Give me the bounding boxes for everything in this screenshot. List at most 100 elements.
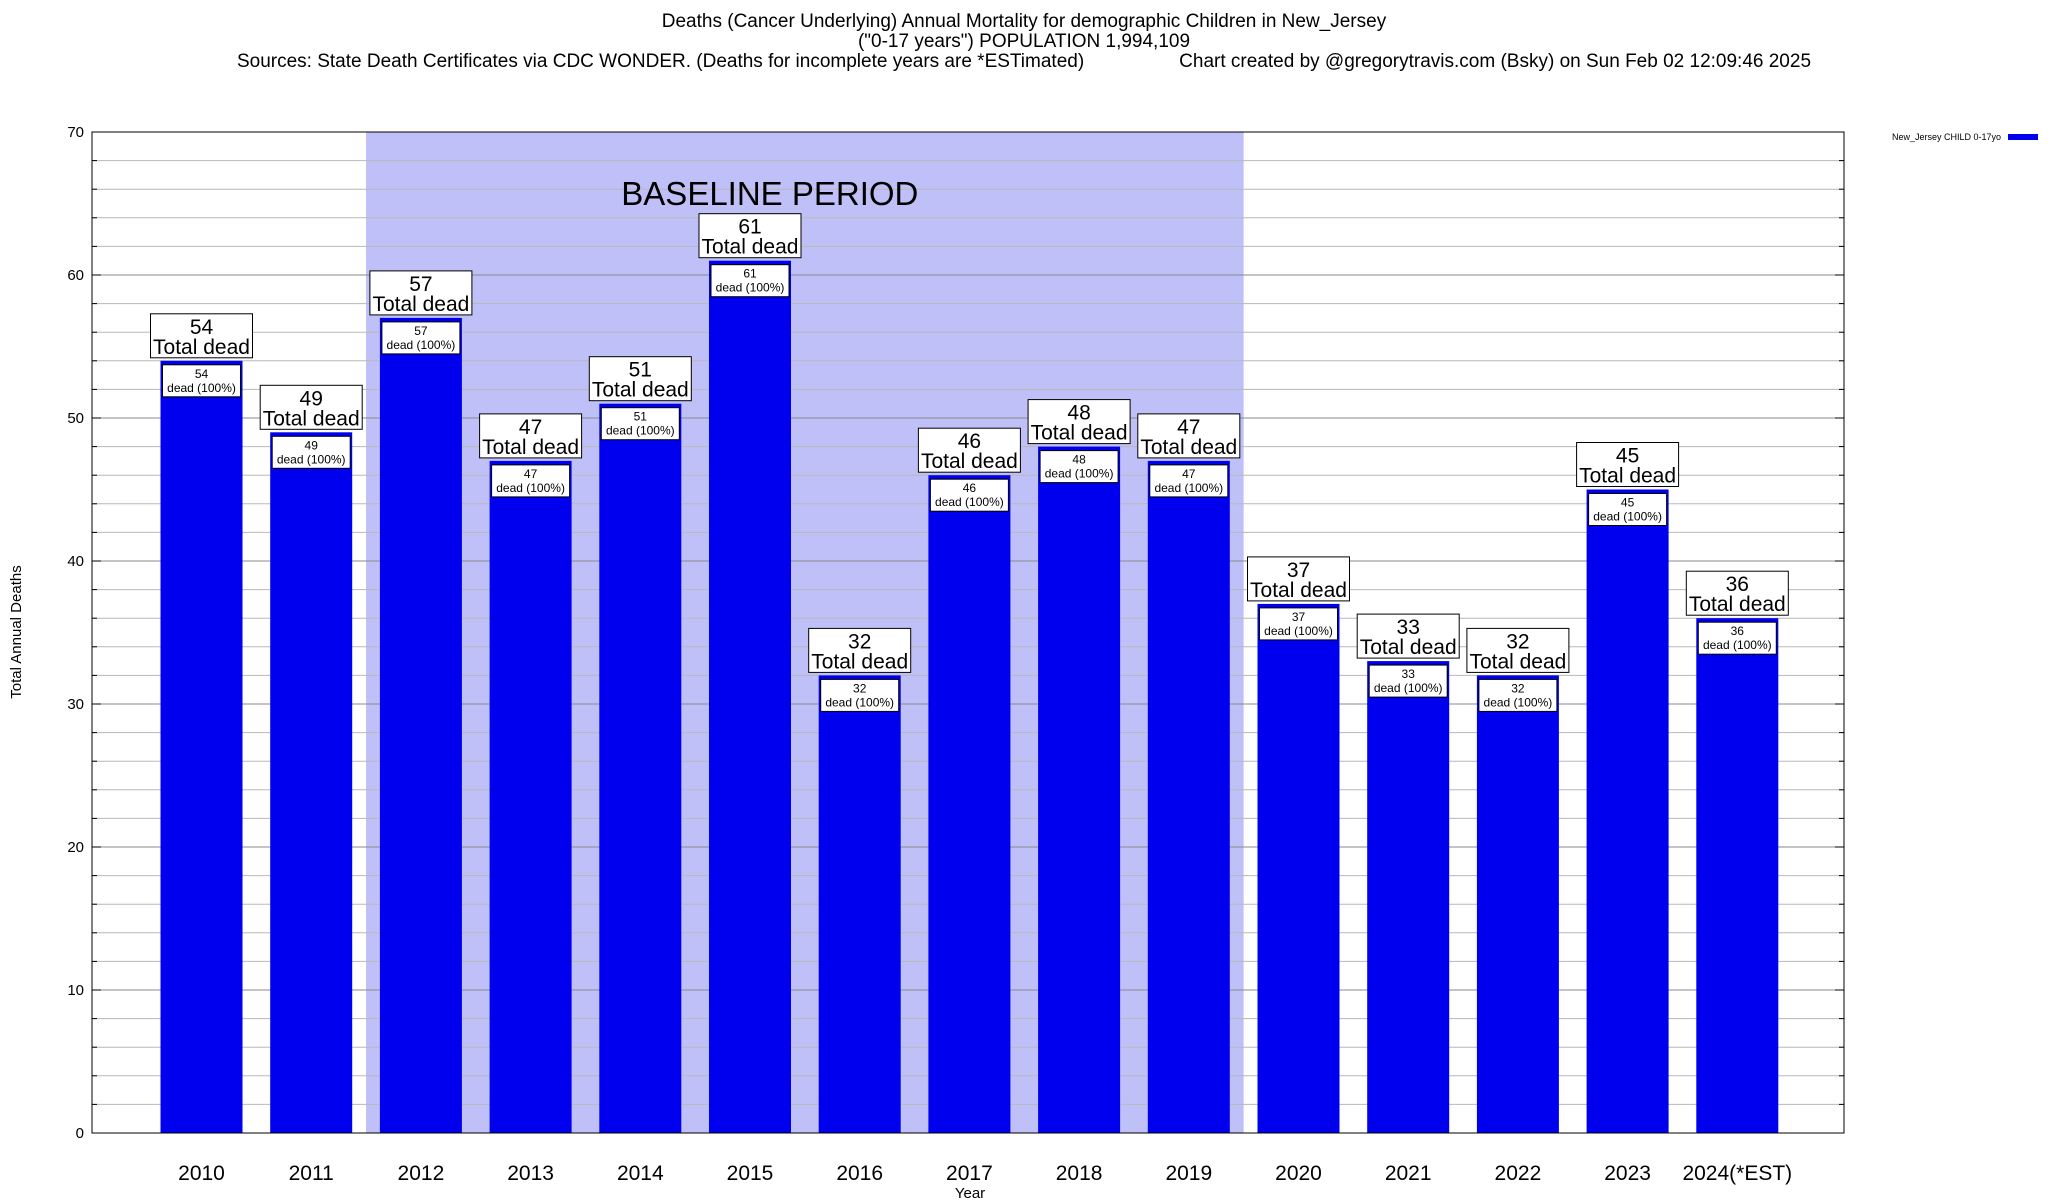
bar-inner-value-label: 45: [1621, 496, 1635, 510]
y-tick-label: 30: [67, 696, 84, 713]
bar-top-label-box: [698, 213, 802, 259]
bar-top-value-label: 61: [738, 216, 761, 239]
bar-top-label-box: [1466, 627, 1570, 673]
bar: [160, 360, 243, 1133]
bar: [1696, 618, 1779, 1133]
bar-top-total-label: Total dead: [1469, 650, 1566, 673]
bar-top-label-box: [1027, 399, 1131, 445]
y-tick-label: 40: [67, 553, 84, 570]
bar-top-total-label: Total dead: [1031, 422, 1128, 445]
bar-top-value-label: 32: [848, 630, 871, 653]
bar-inner-percent-label: dead (100%): [1045, 467, 1114, 481]
bar-top-value-label: 37: [1287, 559, 1310, 582]
bar-inner-value-label: 57: [414, 324, 428, 338]
x-tick-label: 2019: [1165, 1162, 1212, 1185]
bar-top-total-label: Total dead: [921, 450, 1018, 473]
highlight-region-label: BASELINE PERIOD: [621, 175, 918, 212]
bar-inner-value-label: 33: [1402, 667, 1416, 681]
bar: [1586, 489, 1669, 1133]
y-axis-title: Total Annual Deaths: [8, 565, 25, 698]
bar: [1038, 446, 1121, 1134]
bar-top-value-label: 46: [958, 430, 981, 453]
y-tick-label: 60: [67, 267, 84, 284]
x-axis-title: Year: [955, 1185, 985, 1200]
x-tick-label: 2016: [836, 1162, 883, 1185]
bar: [270, 432, 353, 1133]
bar-top-label-box: [1356, 613, 1460, 659]
bar-inner-label-box: [710, 264, 790, 298]
x-tick-label: 2010: [178, 1162, 225, 1185]
bar: [379, 317, 462, 1133]
bar-inner-percent-label: dead (100%): [1264, 624, 1333, 638]
bar-inner-percent-label: dead (100%): [606, 424, 675, 438]
bar-top-total-label: Total dead: [702, 236, 799, 259]
bar-inner-label-box: [271, 435, 351, 469]
bar-inner-label-box: [1149, 464, 1229, 498]
bar-inner-percent-label: dead (100%): [1703, 638, 1772, 652]
bar-top-value-label: 32: [1506, 630, 1529, 653]
bar: [1257, 603, 1340, 1133]
chart-title: Deaths (Cancer Underlying) Annual Mortal…: [661, 11, 1387, 32]
bar-inner-percent-label: dead (100%): [935, 495, 1004, 509]
bar-top-total-label: Total dead: [1689, 593, 1786, 616]
x-tick-label: 2014: [617, 1162, 664, 1185]
chart-subtitle: ("0-17 years") POPULATION 1,994,109: [857, 31, 1191, 52]
y-tick-label: 70: [67, 124, 84, 141]
bar-top-value-label: 33: [1397, 616, 1420, 639]
bar-top-value-label: 48: [1067, 402, 1090, 425]
plot-frame: [91, 131, 1845, 1134]
x-tick-label: 2015: [727, 1162, 774, 1185]
x-tick-label: 2017: [946, 1162, 993, 1185]
bar-top-total-label: Total dead: [811, 650, 908, 673]
bar-inner-value-label: 32: [1511, 681, 1525, 695]
bar-inner-label-box: [820, 678, 900, 712]
legend-swatch: [2008, 134, 2038, 140]
bar-inner-value-label: 48: [1072, 453, 1086, 467]
bar-inner-percent-label: dead (100%): [496, 481, 565, 495]
bar-inner-value-label: 46: [963, 481, 977, 495]
bar-top-total-label: Total dead: [153, 336, 250, 359]
y-tick-label: 0: [76, 1125, 84, 1142]
bar-top-total-label: Total dead: [1360, 636, 1457, 659]
bar-inner-value-label: 49: [305, 438, 319, 452]
bar-inner-label-box: [1478, 678, 1558, 712]
x-tick-label: 2020: [1275, 1162, 1322, 1185]
bar-top-total-label: Total dead: [1140, 436, 1237, 459]
bar-top-value-label: 47: [1177, 416, 1200, 439]
bar-top-value-label: 47: [519, 416, 542, 439]
bar-inner-value-label: 47: [1182, 467, 1196, 481]
bar-inner-percent-label: dead (100%): [277, 452, 346, 466]
bar-inner-label-box: [1368, 664, 1448, 698]
x-tick-label: 2013: [507, 1162, 554, 1185]
bar-top-label-box: [808, 627, 912, 673]
bar-inner-percent-label: dead (100%): [1154, 481, 1223, 495]
bar-top-label-box: [150, 313, 253, 359]
bar-top-total-label: Total dead: [372, 293, 469, 316]
bar-inner-value-label: 47: [524, 467, 538, 481]
bar-inner-label-box: [381, 321, 461, 355]
bar-top-label-box: [479, 413, 583, 459]
bar-top-value-label: 57: [409, 273, 432, 296]
bar-top-total-label: Total dead: [482, 436, 579, 459]
bar-top-total-label: Total dead: [592, 379, 689, 402]
x-tick-label: 2021: [1385, 1162, 1432, 1185]
bar-inner-label-box: [491, 464, 571, 498]
bar-top-value-label: 36: [1726, 573, 1749, 596]
x-tick-label: 2018: [1056, 1162, 1103, 1185]
bar-inner-percent-label: dead (100%): [1374, 681, 1443, 695]
bar-inner-value-label: 32: [853, 681, 867, 695]
bar-inner-value-label: 36: [1731, 624, 1745, 638]
x-tick-label: 2024(*EST): [1682, 1162, 1792, 1185]
bar-inner-percent-label: dead (100%): [716, 281, 785, 295]
y-tick-label: 20: [67, 839, 84, 856]
y-tick-label: 50: [67, 410, 84, 427]
bar: [1147, 460, 1230, 1133]
bar: [489, 460, 572, 1133]
bar-top-total-label: Total dead: [1250, 579, 1347, 602]
bar-top-label-box: [588, 356, 692, 402]
x-tick-label: 2012: [398, 1162, 445, 1185]
bar-top-value-label: 51: [629, 359, 652, 382]
bar-inner-percent-label: dead (100%): [167, 381, 236, 395]
credit-note: Chart created by @gregorytravis.com (Bsk…: [1179, 51, 1812, 72]
bar-top-label-box: [259, 384, 363, 430]
